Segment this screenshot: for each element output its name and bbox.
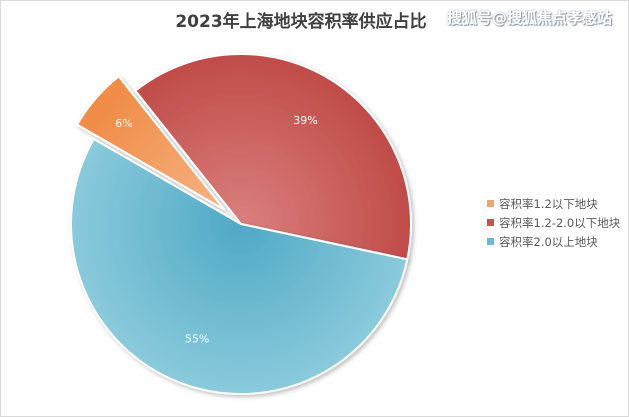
watermark: 搜狐号@搜狐焦点孝感站 xyxy=(447,9,613,27)
chart-title: 2023年上海地块容积率供应占比 xyxy=(175,12,427,32)
slice-label-1: 6% xyxy=(115,117,132,130)
legend-item: 容积率1.2以下地块 xyxy=(487,194,620,213)
legend-item: 容积率2.0以上地块 xyxy=(487,232,620,251)
pie-slice-1 xyxy=(75,74,226,211)
pie-slice-2 xyxy=(133,53,412,261)
legend-label-2: 容积率1.2-2.0以下地块 xyxy=(499,215,621,230)
slice-label-2: 39% xyxy=(293,114,317,127)
legend-label-3: 容积率2.0以上地块 xyxy=(499,234,598,249)
legend-swatch-2 xyxy=(487,219,494,226)
legend-item: 容积率1.2-2.0以下地块 xyxy=(487,213,620,232)
legend-swatch-1 xyxy=(487,200,494,207)
legend: 容积率1.2以下地块 容积率1.2-2.0以下地块 容积率2.0以上地块 xyxy=(487,194,620,251)
pie-slice-3 xyxy=(70,137,409,395)
legend-swatch-3 xyxy=(487,238,494,245)
slice-label-3: 55% xyxy=(185,332,209,345)
legend-label-1: 容积率1.2以下地块 xyxy=(499,196,598,211)
